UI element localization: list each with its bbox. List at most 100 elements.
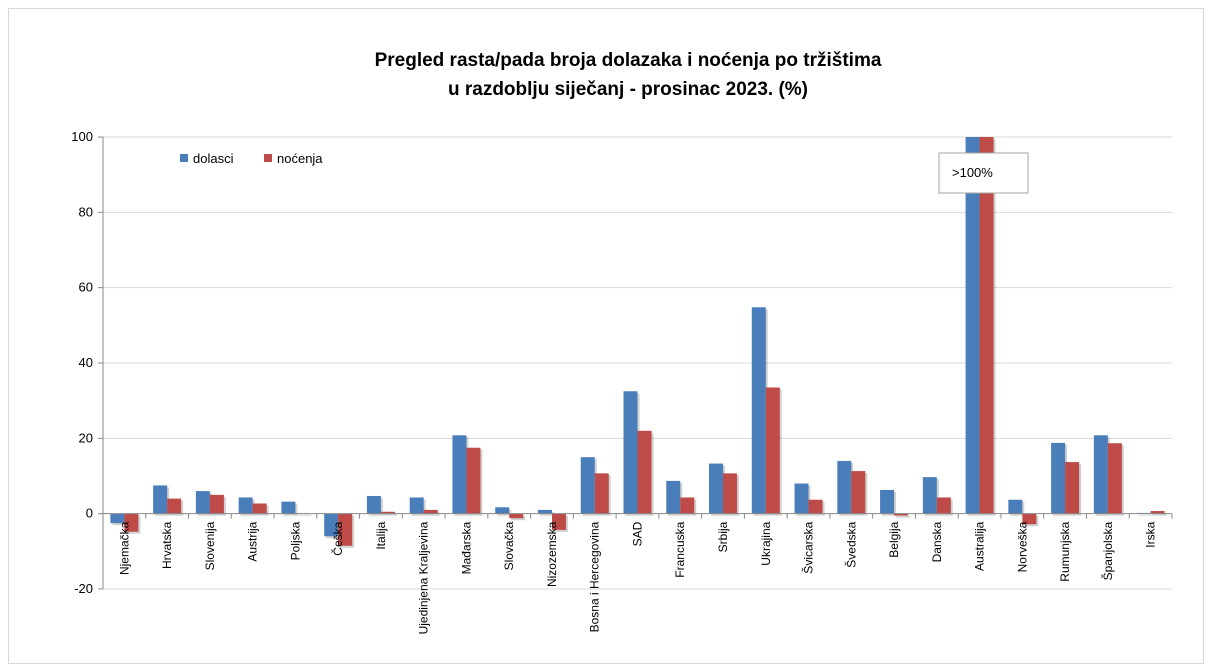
category-label: Njemačka: [117, 521, 131, 575]
bar-nocenja: [723, 473, 738, 514]
y-tick-label: 100: [71, 129, 93, 144]
axes: -20 0 20 40 60 80 100: [71, 129, 1173, 596]
bar-dolasci: [837, 460, 852, 514]
bar-dolasci: [1008, 499, 1023, 514]
bar-shadow: [896, 515, 911, 518]
bar-nocenja: [979, 137, 994, 514]
bar-nocenja: [338, 513, 353, 546]
bar-nocenja: [124, 513, 139, 532]
bar-nocenja: [423, 509, 438, 514]
category-label: Švicarska: [801, 521, 816, 573]
y-tick-label: 40: [79, 355, 93, 370]
bar-dolasci: [238, 497, 253, 514]
bar-nocenja: [851, 471, 866, 514]
callout: >100%: [938, 152, 1029, 194]
bar-dolasci: [452, 435, 467, 514]
bar-dolasci: [965, 137, 980, 514]
category-label: Danska: [930, 521, 944, 562]
y-tick-label: 0: [86, 506, 93, 521]
y-tick-label: 60: [79, 280, 93, 295]
bar-nocenja: [936, 497, 951, 514]
bar-dolasci: [110, 513, 125, 524]
bar-nocenja: [637, 430, 652, 514]
chart-subtitle: u razdoblju siječanj - prosinac 2023. (%…: [448, 79, 808, 100]
legend-swatch-dolasci: [180, 154, 188, 162]
bar-nocenja: [1065, 462, 1080, 514]
bar-dolasci: [366, 495, 381, 514]
y-tick-label: -20: [74, 581, 93, 596]
bar-nocenja: [1022, 513, 1037, 525]
legend-label-dolasci: dolasci: [193, 151, 234, 166]
bar-dolasci: [794, 483, 809, 514]
bar-nocenja: [209, 494, 224, 514]
bar-nocenja: [1107, 443, 1122, 514]
bar-nocenja: [509, 513, 524, 519]
y-tick-label: 20: [79, 430, 93, 445]
bars: [110, 137, 1167, 548]
bar-dolasci: [709, 463, 724, 514]
bar-dolasci: [537, 509, 552, 514]
bar-dolasci: [409, 497, 424, 514]
y-tick-label: 80: [79, 204, 93, 219]
chart-title: Pregled rasta/pada broja dolazaka i noće…: [375, 50, 882, 71]
gridlines: [103, 136, 1172, 590]
category-label: SAD: [631, 521, 645, 546]
category-label: Slovačka: [502, 521, 516, 570]
category-label: Francuska: [673, 521, 687, 577]
legend-swatch-nocenja: [264, 154, 272, 162]
bar-nocenja: [466, 447, 481, 514]
bar-dolasci: [623, 391, 638, 514]
bar-dolasci: [153, 485, 168, 514]
bar-dolasci: [751, 307, 766, 514]
category-label: Norveška: [1015, 521, 1029, 572]
category-labels: Njemačka Hrvatska Slovenija Austrija Poljska…: [117, 521, 1157, 634]
bar-nocenja: [894, 513, 909, 516]
category-label: Švedska: [843, 521, 858, 567]
category-label: Hrvatska: [160, 521, 174, 569]
bar-nocenja: [252, 503, 267, 514]
bar-nocenja: [551, 513, 566, 530]
category-label: Australija: [973, 521, 987, 571]
category-label: Bosna i Hercegovina: [588, 521, 602, 632]
category-label: Rumunjska: [1058, 521, 1072, 581]
bar-nocenja: [380, 511, 395, 514]
bar-dolasci: [922, 477, 937, 514]
category-label: Ujedinjena Kraljevina: [417, 521, 431, 634]
bar-shadow: [297, 515, 312, 517]
chart-frame: [8, 8, 1204, 664]
category-label: Češka: [330, 521, 345, 555]
bar-dolasci: [1093, 435, 1108, 514]
category-label: Slovenija: [203, 521, 217, 570]
legend-label-nocenja: noćenja: [277, 151, 323, 166]
bar-dolasci: [580, 457, 595, 514]
bar-dolasci: [666, 480, 681, 514]
category-label: Nizozemska: [545, 521, 559, 587]
bar-nocenja: [594, 473, 609, 514]
category-label: Ukrajina: [759, 521, 773, 565]
bar-shadow: [1152, 513, 1167, 516]
bar-nocenja: [808, 499, 823, 514]
bar-nocenja: [680, 497, 695, 514]
category-label: Španjolska: [1100, 521, 1115, 580]
category-label: Austrija: [246, 521, 260, 561]
category-label: Poljska: [288, 521, 302, 560]
bar-nocenja: [167, 498, 182, 514]
category-label: Irska: [1144, 521, 1158, 547]
legend: dolasci noćenja: [180, 151, 323, 166]
category-label: Mađarska: [459, 521, 473, 574]
callout-box: [938, 152, 1029, 194]
category-label: Belgija: [887, 521, 901, 557]
bar-dolasci: [880, 489, 895, 514]
bar-dolasci: [195, 491, 210, 514]
category-label: Italija: [374, 521, 388, 549]
bar-dolasci: [495, 507, 510, 514]
category-label: Srbija: [716, 521, 730, 552]
bar-nocenja: [1150, 511, 1165, 514]
bar-dolasci: [1051, 442, 1066, 514]
bar-shadow: [1138, 514, 1153, 516]
bar-nocenja: [765, 387, 780, 514]
bar-dolasci: [281, 501, 296, 514]
bar-shadow: [382, 513, 397, 516]
callout-label: >100%: [952, 165, 993, 180]
